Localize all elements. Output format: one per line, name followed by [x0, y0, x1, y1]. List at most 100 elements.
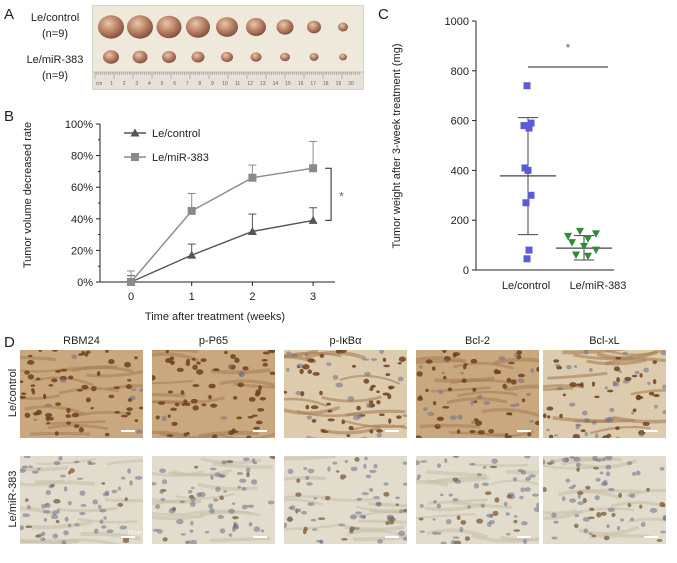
- scale-bar-label: 50 µm: [128, 530, 142, 536]
- ruler-mark: 7: [186, 81, 189, 87]
- b-y-tick: 100%: [65, 119, 93, 131]
- ihc-image-tile: [543, 350, 666, 438]
- b-point-triangle: [187, 250, 197, 259]
- tumor-control: [216, 17, 238, 37]
- b-point-triangle: [308, 215, 318, 224]
- tumor-photo: cm 1 2 3 4 5 6 7 8 9 10 11 12 13 14 15 16 17 18 19 20: [92, 5, 364, 90]
- tumor-control: [307, 20, 321, 34]
- ihc-column-header: p-P65: [198, 335, 229, 347]
- b-point-square: [187, 206, 196, 215]
- ruler-mark: 19: [336, 81, 342, 87]
- b-x-tick: 0: [128, 291, 134, 303]
- b-y-axis-label: Tumor volume decreased rate: [22, 122, 34, 268]
- ruler-mark: 14: [273, 81, 279, 87]
- tumor-mir383: [221, 51, 233, 63]
- b-legend-square-icon: [131, 153, 139, 161]
- chart-b: Tumor volume decreased rate Time after t…: [22, 119, 344, 323]
- tumor-mir383: [103, 50, 119, 64]
- b-y-tick: 0%: [77, 277, 93, 289]
- ruler-mark: 18: [323, 81, 329, 87]
- b-y-tick: 40%: [71, 214, 93, 226]
- b-legend-triangle-icon: [130, 128, 140, 137]
- tumor-control: [246, 18, 266, 36]
- c-point-square: [525, 124, 533, 132]
- tumor-control: [338, 22, 348, 32]
- tumor-control: [276, 19, 294, 35]
- ihc-column-header: RBM24: [63, 335, 100, 347]
- ihc-column-header: p-IκBα: [329, 335, 362, 347]
- c-y-tick: 0: [463, 265, 469, 277]
- c-point-square: [527, 119, 535, 127]
- c-point-square: [527, 191, 535, 199]
- c-point-triangle-down: [592, 246, 600, 255]
- ihc-image-tile: [152, 350, 275, 438]
- ihc-image-tile: [416, 350, 539, 438]
- ihc-image-tile: [284, 456, 407, 544]
- c-point-triangle-down: [584, 235, 592, 243]
- tumor-mir383: [339, 53, 347, 61]
- tumor-photo-image: cm 1 2 3 4 5 6 7 8 9 10 11 12 13 14 15 16 17 18 19 20: [93, 6, 363, 89]
- b-significance-star: *: [339, 189, 344, 203]
- c-point-square: [525, 246, 533, 254]
- tumor-control: [98, 15, 124, 39]
- b-point-square: [248, 173, 257, 182]
- ihc-image-tile: [284, 350, 407, 438]
- panel-letter-b: B: [4, 108, 15, 125]
- c-y-axis-label: Tumor weight after 3-week treatment (mg): [391, 44, 403, 249]
- c-significance-star: *: [566, 41, 571, 55]
- b-legend-label: Le/control: [152, 128, 200, 140]
- c-x-tick: Le/control: [502, 280, 550, 292]
- ruler-mark: cm: [96, 81, 103, 87]
- b-x-axis-label: Time after treatment (weeks): [145, 311, 285, 323]
- scale-bar: [644, 430, 658, 432]
- scale-bar: [644, 536, 658, 538]
- c-point-square: [520, 122, 528, 130]
- b-y-tick: 80%: [71, 151, 93, 163]
- b-series-line: [130, 219, 314, 283]
- c-point-triangle-down: [584, 252, 592, 261]
- tumor-mir383: [191, 51, 205, 63]
- scale-bar: [385, 430, 399, 432]
- ruler-mark: 4: [148, 81, 151, 87]
- ruler-mark: 6: [173, 81, 176, 87]
- panel-letter-a: A: [4, 6, 15, 23]
- ihc-column-header: Bcl-xL: [589, 335, 620, 347]
- ruler-mark: 10: [222, 81, 228, 87]
- ruler-mark: 1: [110, 81, 113, 87]
- c-y-tick: 600: [451, 116, 469, 128]
- c-y-tick: 400: [451, 165, 469, 177]
- c-y-tick: 800: [451, 66, 469, 78]
- scale-bar: [253, 430, 267, 432]
- b-x-tick: 1: [189, 291, 195, 303]
- c-point-square: [523, 255, 531, 263]
- ruler-mark: 15: [285, 81, 291, 87]
- b-y-tick: 20%: [71, 245, 93, 257]
- c-point-triangle-down: [568, 239, 576, 247]
- ihc-image-tile: [543, 456, 666, 544]
- ihc-image-tile: [152, 456, 275, 544]
- b-point-square: [127, 278, 135, 286]
- c-point-triangle-down: [576, 227, 584, 236]
- tumor-mir383: [250, 52, 262, 62]
- ihc-column-header: Bcl-2: [464, 335, 491, 347]
- b-x-tick: 2: [249, 291, 255, 303]
- b-legend-label: Le/miR-383: [152, 152, 209, 164]
- ruler-mark: 20: [348, 81, 354, 87]
- b-y-tick: 60%: [71, 182, 93, 194]
- group-n-control: (n=9): [42, 28, 68, 40]
- c-y-tick: 200: [451, 215, 469, 227]
- c-point-triangle-down: [572, 251, 580, 260]
- c-x-tick: Le/miR-383: [570, 280, 627, 292]
- c-point-triangle-down: [580, 242, 588, 251]
- tumor-control: [186, 16, 210, 38]
- ruler-mark: 17: [310, 81, 316, 87]
- chart-c: Tumor weight after 3-week treatment (mg)…: [391, 16, 627, 292]
- ihc-image-tile: [20, 350, 143, 438]
- ihc-row-label: Le/control: [7, 368, 19, 418]
- ruler-mark: 9: [211, 81, 214, 87]
- tumor-control: [127, 15, 153, 39]
- ruler-mark: 3: [135, 81, 138, 87]
- scale-bar: [517, 430, 531, 432]
- ihc-image-tile: [20, 456, 143, 544]
- ihc-row-label: Le/miR-383: [7, 470, 19, 528]
